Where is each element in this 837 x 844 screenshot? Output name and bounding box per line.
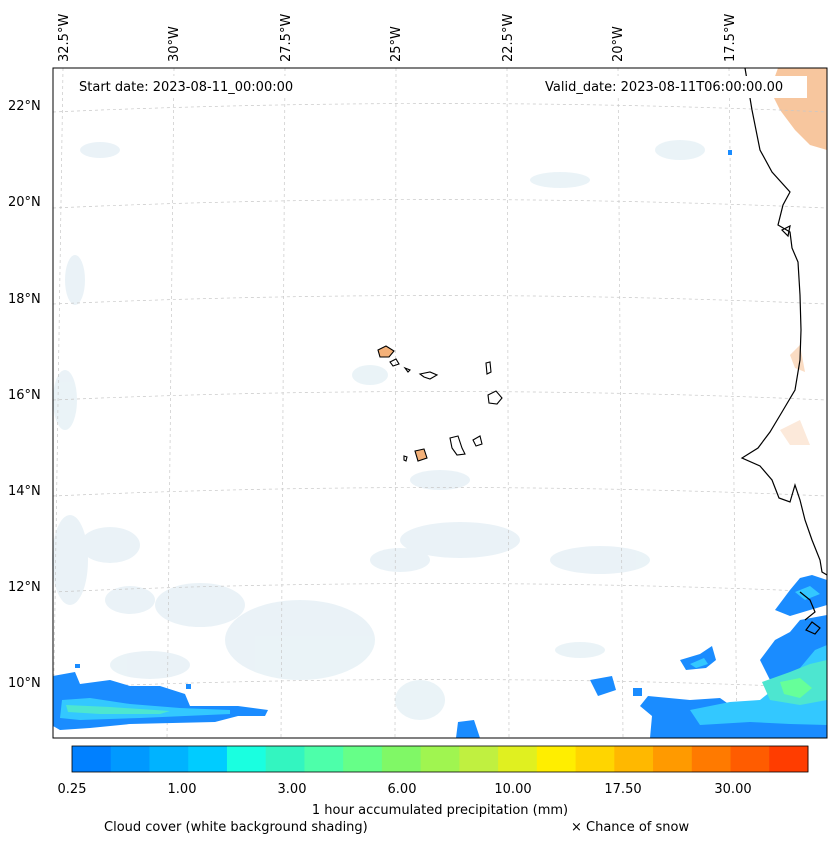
lon-label-30w: 30°W bbox=[167, 26, 182, 62]
colorbar-swatch bbox=[72, 746, 112, 772]
cloud-cover-shading bbox=[52, 140, 705, 720]
lat-label-20n: 20°N bbox=[8, 195, 41, 210]
colorbar-title: 1 hour accumulated precipitation (mm) bbox=[312, 803, 568, 818]
valid-date-label: Valid_date: 2023-08-11T06:00:00.00 bbox=[545, 80, 783, 95]
lon-label-20w: 20°W bbox=[611, 26, 626, 62]
lat-label-18n: 18°N bbox=[8, 292, 41, 307]
lon-label-27-5w: 27.5°W bbox=[279, 14, 294, 62]
colorbar-swatch bbox=[536, 746, 577, 772]
precipitation-colorbar bbox=[72, 746, 809, 772]
lat-label-16n: 16°N bbox=[8, 388, 41, 403]
snow-chance-note: × Chance of snow bbox=[571, 820, 689, 835]
colorbar-tick-6: 30.00 bbox=[714, 782, 751, 797]
colorbar-swatch bbox=[420, 746, 460, 772]
longitude-labels: 32.5°W 30°W 27.5°W 25°W 22.5°W 20°W 17.5… bbox=[57, 14, 738, 62]
colorbar-swatch bbox=[265, 746, 305, 772]
latitude-labels: 22°N 20°N 18°N 16°N 14°N 12°N 10°N bbox=[8, 99, 41, 691]
coastline bbox=[740, 67, 828, 635]
colorbar-swatch bbox=[304, 746, 344, 772]
colorbar-tick-4: 10.00 bbox=[494, 782, 531, 797]
colorbar-frame bbox=[71, 745, 809, 773]
lon-label-22-5w: 22.5°W bbox=[501, 14, 516, 62]
cape-verde-islands bbox=[377, 345, 503, 462]
precip-area-southwest-inner bbox=[66, 705, 170, 714]
colorbar-swatch bbox=[769, 746, 809, 772]
cloud-cover-note: Cloud cover (white background shading) bbox=[104, 820, 368, 835]
precip-area-southeast-core bbox=[690, 645, 827, 725]
colorbar-swatch bbox=[381, 746, 422, 772]
lat-label-10n: 10°N bbox=[8, 676, 41, 691]
precip-area-south-center bbox=[456, 720, 480, 738]
colorbar-swatch bbox=[459, 746, 499, 772]
lon-label-25w: 25°W bbox=[389, 26, 404, 62]
colorbar-swatch bbox=[653, 746, 693, 772]
lon-label-32-5w: 32.5°W bbox=[57, 14, 72, 62]
lat-label-22n: 22°N bbox=[8, 99, 41, 114]
precipitation-areas bbox=[53, 150, 827, 738]
colorbar-tick-0: 0.25 bbox=[58, 782, 87, 797]
colorbar-swatch bbox=[149, 746, 189, 772]
colorbar-swatch bbox=[226, 746, 267, 772]
colorbar-swatch bbox=[498, 746, 538, 772]
colorbar-tick-3: 6.00 bbox=[388, 782, 417, 797]
lon-label-17-5w: 17.5°W bbox=[723, 14, 738, 62]
colorbar-swatch bbox=[691, 746, 732, 772]
map-background bbox=[53, 68, 827, 738]
colorbar-tick-labels: 0.25 1.00 3.00 6.00 10.00 17.50 30.00 bbox=[58, 782, 752, 797]
colorbar-swatch bbox=[614, 746, 654, 772]
colorbar-swatch bbox=[575, 746, 615, 772]
colorbar-tick-2: 3.00 bbox=[278, 782, 307, 797]
colorbar-tick-5: 17.50 bbox=[604, 782, 641, 797]
colorbar-swatch bbox=[188, 746, 228, 772]
colorbar-tick-1: 1.00 bbox=[168, 782, 197, 797]
colorbar-swatch bbox=[730, 746, 770, 772]
precip-area-gambia bbox=[590, 676, 616, 696]
start-date-label: Start date: 2023-08-11_00:00:00 bbox=[79, 80, 293, 95]
lat-label-12n: 12°N bbox=[8, 580, 41, 595]
colorbar-swatch bbox=[343, 746, 383, 772]
precip-area-southwest-core bbox=[60, 698, 230, 720]
map-frame bbox=[52, 67, 828, 739]
colorbar-swatch bbox=[110, 746, 150, 772]
graticule bbox=[52, 67, 828, 739]
lat-label-14n: 14°N bbox=[8, 484, 41, 499]
precip-area-southeast-peak bbox=[780, 678, 812, 698]
